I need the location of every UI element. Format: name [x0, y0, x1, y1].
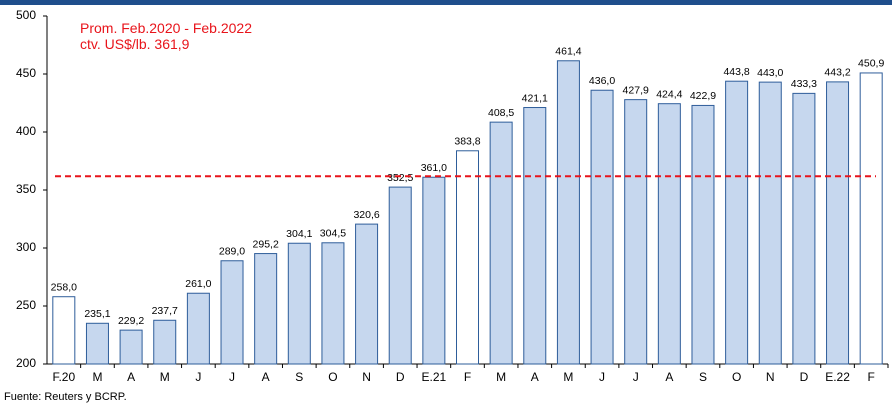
x-tick-label: S: [295, 370, 303, 384]
bar: [153, 319, 177, 365]
x-tick-label: F: [868, 370, 875, 384]
value-label: 304,5: [320, 228, 346, 240]
value-label: 237,7: [152, 305, 178, 317]
bar: [859, 72, 883, 365]
y-tick-label: 250: [16, 298, 36, 312]
bar: [792, 92, 816, 365]
value-label: 433,3: [791, 78, 817, 90]
bar: [220, 260, 244, 365]
value-label: 422,9: [690, 90, 716, 102]
value-label: 295,2: [253, 238, 279, 250]
x-tick-label: O: [328, 370, 337, 384]
value-label: 421,1: [522, 92, 548, 104]
value-label: 289,0: [219, 246, 245, 258]
bar: [758, 81, 782, 365]
top-band: [0, 0, 892, 5]
value-label: 443,8: [723, 66, 749, 78]
x-tick-label: N: [362, 370, 371, 384]
x-tick-label: J: [229, 370, 235, 384]
x-tick-label: M: [496, 370, 506, 384]
x-tick-label: A: [262, 370, 270, 384]
bar: [657, 103, 681, 365]
value-label: 261,0: [185, 278, 211, 290]
y-tick-label: 300: [16, 240, 36, 254]
bar: [590, 89, 614, 365]
x-tick-label: A: [127, 370, 135, 384]
x-tick-label: M: [563, 370, 573, 384]
bar: [725, 80, 749, 365]
x-tick-label: F.20: [52, 370, 75, 384]
x-tick-label: M: [92, 370, 102, 384]
y-tick-label: 400: [16, 124, 36, 138]
y-tick-label: 500: [16, 8, 36, 22]
x-tick-label: M: [160, 370, 170, 384]
bar: [691, 104, 715, 365]
x-tick-label: N: [766, 370, 775, 384]
value-label: 436,0: [589, 75, 615, 87]
x-tick-label: J: [195, 370, 201, 384]
bar: [287, 242, 311, 365]
bar: [119, 329, 143, 365]
bar: [52, 296, 76, 365]
bar: [321, 242, 345, 365]
value-label: 235,1: [84, 308, 110, 320]
x-tick-label: E.22: [825, 370, 850, 384]
annotation: Prom. Feb.2020 - Feb.2022: [80, 20, 252, 36]
x-tick-label: A: [665, 370, 673, 384]
value-label: 450,9: [858, 58, 884, 70]
bar: [85, 322, 109, 365]
value-label: 352,5: [387, 172, 413, 184]
x-tick-label: D: [396, 370, 405, 384]
x-tick-label: S: [699, 370, 707, 384]
value-label: 443,0: [757, 67, 783, 79]
annotation: ctv. US$/lb. 361,9: [80, 36, 190, 52]
x-tick-label: O: [732, 370, 741, 384]
bar: [388, 186, 412, 365]
source: Fuente: Reuters y BCRP.: [4, 391, 127, 403]
bar: [489, 121, 513, 365]
bar: [422, 176, 446, 365]
y-tick-label: 450: [16, 66, 36, 80]
value-label: 258,0: [51, 282, 77, 294]
y-tick-label: 200: [16, 356, 36, 370]
x-tick-label: E.21: [422, 370, 447, 384]
x-tick-label: A: [531, 370, 539, 384]
x-tick-label: J: [633, 370, 639, 384]
value-label: 383,8: [454, 136, 480, 148]
value-label: 361,0: [421, 162, 447, 174]
value-label: 408,5: [488, 107, 514, 119]
x-tick-label: D: [800, 370, 809, 384]
value-label: 229,2: [118, 315, 144, 327]
x-tick-label: F: [464, 370, 471, 384]
bar: [254, 253, 278, 365]
bar: [556, 60, 580, 365]
value-label: 304,1: [286, 228, 312, 240]
value-label: 427,9: [623, 84, 649, 96]
value-label: 443,2: [824, 67, 850, 79]
bar: [624, 99, 648, 365]
bar: [186, 292, 210, 365]
bar: [826, 81, 850, 365]
bar: [355, 223, 379, 365]
bar: [523, 107, 547, 365]
value-label: 424,4: [656, 88, 682, 100]
value-label: 320,6: [353, 209, 379, 221]
bar: [456, 150, 479, 365]
value-label: 461,4: [555, 46, 581, 58]
x-tick-label: J: [599, 370, 605, 384]
y-tick-label: 350: [16, 182, 36, 196]
